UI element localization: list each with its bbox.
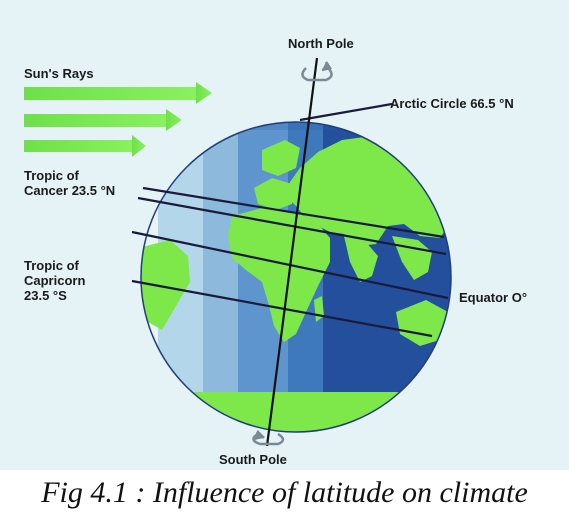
rotation-arrow-icon: [301, 61, 333, 82]
africa-shape: [228, 208, 330, 342]
figure-caption: Fig 4.1 : Influence of latitude on clima…: [41, 476, 528, 509]
tropic-cancer-label: Tropic of Cancer 23.5 °N: [24, 168, 115, 198]
antarctica-shape: [180, 392, 420, 432]
tropic-capricorn-label: Tropic of Capricorn 23.5 °S: [24, 258, 85, 303]
arctic-circle-line: [299, 102, 393, 122]
earth-axis: [265, 57, 319, 447]
tropic-cancer-label-line1: Tropic of: [24, 168, 79, 183]
sun-ray-arrow: [24, 109, 182, 131]
tropic-cancer-label-line2: Cancer 23.5 °N: [24, 183, 116, 198]
tropic-capricorn-line: [131, 279, 433, 338]
india-shape: [344, 236, 378, 282]
tropic-capricorn-label-line1: Tropic of: [24, 258, 79, 273]
europe-shape: [254, 178, 292, 210]
sun-ray-arrow: [24, 82, 212, 104]
equator-label: Equator O°: [459, 290, 528, 305]
north-pole-label: North Pole: [288, 36, 354, 51]
tropic-cancer-line-2: [137, 196, 447, 256]
greenland-shape: [262, 140, 300, 176]
tropic-cancer-line: [142, 186, 445, 239]
globe-diagram: [24, 57, 452, 447]
tropic-capricorn-label-line3: 23.5 °S: [24, 288, 67, 303]
australia-shape: [396, 300, 448, 346]
tropic-capricorn-label-line2: Capricorn: [24, 273, 86, 288]
south-america-shape: [141, 240, 190, 330]
sun-rays-label: Sun's Rays: [24, 66, 94, 81]
globe-outline: [140, 121, 452, 433]
sun-rays: [24, 82, 212, 157]
arctic-circle-label: Arctic Circle 66.5 °N: [390, 96, 514, 111]
south-pole-label: South Pole: [219, 452, 287, 467]
rotation-arrow-icon: [252, 429, 285, 446]
sun-ray-arrow: [24, 135, 146, 157]
